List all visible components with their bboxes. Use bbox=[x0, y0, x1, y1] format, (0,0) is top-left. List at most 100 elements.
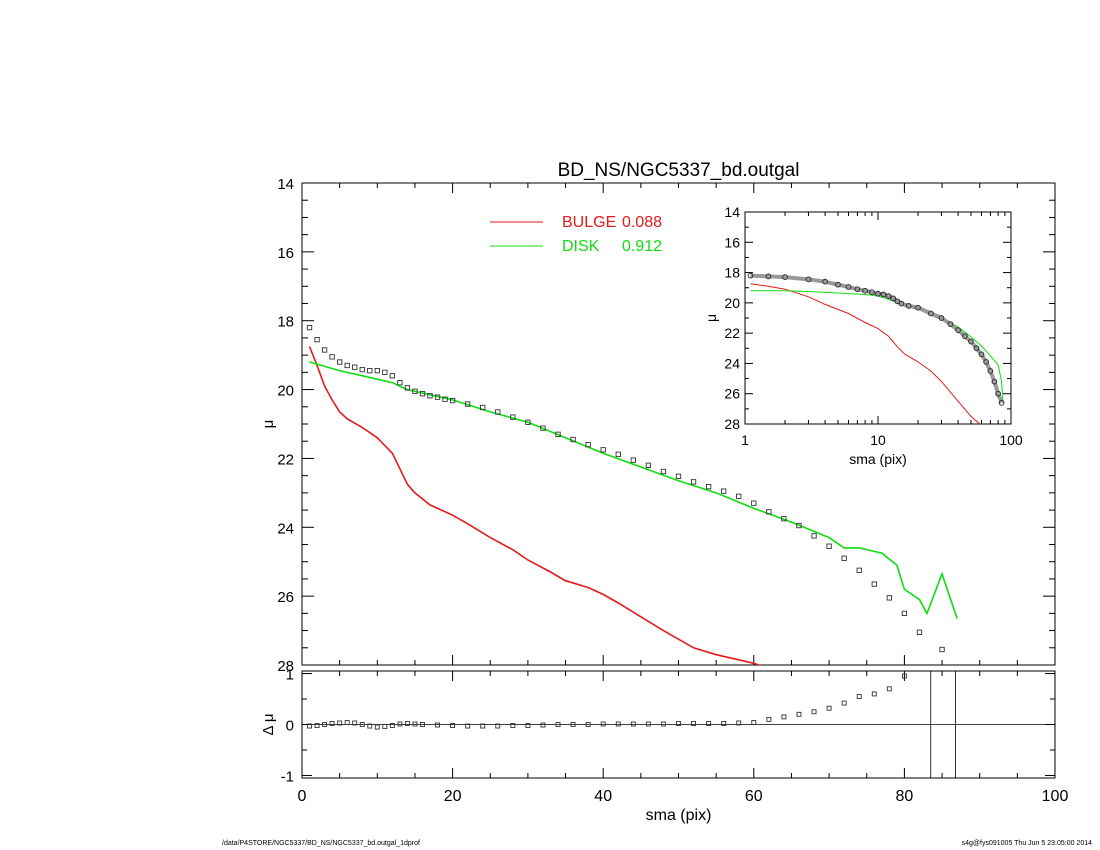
res-data-point bbox=[691, 721, 697, 726]
inset-ytick-label: 14 bbox=[724, 204, 740, 220]
inset-data-point bbox=[898, 300, 905, 307]
res-data-point bbox=[314, 723, 320, 728]
main-data-point bbox=[886, 595, 892, 601]
main-data-point bbox=[705, 484, 712, 490]
res-data-point bbox=[344, 720, 350, 725]
inset-plot-frame bbox=[744, 211, 1012, 425]
main-data-point bbox=[766, 509, 772, 515]
res-data-point bbox=[450, 723, 456, 728]
main-data-point bbox=[841, 555, 847, 561]
main-data-point bbox=[901, 610, 908, 617]
inset-series-bulge-line bbox=[750, 283, 981, 424]
main-ytick-label: 20 bbox=[277, 383, 294, 400]
main-data-point bbox=[465, 401, 471, 407]
res-data-point bbox=[404, 721, 410, 726]
res-xtick-label: 60 bbox=[745, 788, 763, 805]
main-ytick-label: 24 bbox=[277, 520, 294, 537]
legend-label-disk: DISK bbox=[562, 238, 600, 255]
inset-data-point bbox=[928, 310, 934, 317]
inset-data-point bbox=[905, 303, 912, 309]
res-data-point bbox=[630, 721, 636, 727]
main-data-point bbox=[329, 354, 335, 360]
inset-data-point bbox=[955, 327, 961, 333]
inset-data-point bbox=[962, 333, 968, 340]
main-data-point bbox=[510, 414, 516, 420]
res-data-point bbox=[307, 723, 312, 729]
main-data-point bbox=[525, 419, 531, 425]
main-data-point bbox=[314, 337, 320, 343]
main-data-point bbox=[344, 362, 350, 369]
res-data-point bbox=[510, 723, 516, 728]
main-data-point bbox=[916, 629, 923, 635]
main-data-point bbox=[427, 393, 433, 399]
main-data-point bbox=[412, 388, 418, 394]
inset-ytick-label: 26 bbox=[724, 386, 740, 402]
main-data-point bbox=[540, 425, 546, 431]
inset-data-point bbox=[835, 281, 841, 288]
res-data-point bbox=[382, 724, 388, 729]
main-data-point bbox=[751, 500, 757, 506]
inset-data-point bbox=[995, 390, 1001, 397]
res-data-point bbox=[495, 723, 501, 729]
inset-data-point bbox=[862, 287, 868, 294]
main-data-point bbox=[690, 479, 697, 485]
inset-data-point bbox=[978, 351, 985, 358]
main-data-point bbox=[555, 431, 561, 437]
res-data-point bbox=[766, 716, 772, 722]
main-data-point bbox=[660, 468, 667, 475]
inset-data-point bbox=[998, 399, 1005, 406]
main-data-point bbox=[495, 409, 501, 415]
inset-data-point bbox=[947, 321, 954, 327]
main-data-point bbox=[721, 488, 727, 494]
inset-data-point bbox=[845, 284, 852, 290]
res-data-point bbox=[329, 721, 335, 726]
main-data-point bbox=[374, 367, 380, 374]
main-ytick-label: 18 bbox=[277, 314, 294, 331]
main-data-point bbox=[856, 567, 862, 573]
res-data-point bbox=[374, 724, 380, 730]
res-data-point bbox=[480, 723, 486, 729]
res-data-point bbox=[660, 721, 666, 727]
res-data-point bbox=[751, 720, 757, 725]
inset-data-point bbox=[938, 315, 945, 321]
inset-data-point bbox=[765, 273, 772, 280]
main-data-point bbox=[675, 473, 682, 479]
main-data-point bbox=[615, 451, 621, 457]
res-data-point bbox=[367, 723, 373, 729]
inset-x-axis-label: sma (pix) bbox=[849, 451, 907, 467]
res-data-point bbox=[525, 723, 531, 728]
res-data-point bbox=[435, 722, 440, 728]
main-data-point bbox=[939, 646, 945, 653]
res-ytick-label: -1 bbox=[281, 768, 294, 785]
res-data-point bbox=[397, 721, 403, 727]
res-data-point bbox=[886, 686, 892, 692]
res-data-point bbox=[555, 722, 561, 727]
main-data-point bbox=[352, 364, 358, 370]
inset-data-point bbox=[782, 274, 788, 280]
inset-data-point bbox=[968, 338, 974, 345]
inset-ytick-label: 16 bbox=[724, 234, 740, 250]
res-xtick-label: 80 bbox=[896, 788, 914, 805]
main-data-point bbox=[367, 367, 373, 374]
inset-plot-area bbox=[747, 272, 1005, 424]
main-data-point bbox=[397, 380, 403, 386]
inset-xtick-label: 10 bbox=[870, 432, 886, 448]
legend-value-disk: 0.912 bbox=[622, 238, 662, 255]
inset-data-point bbox=[987, 368, 994, 374]
res-data-point bbox=[420, 722, 425, 727]
main-data-point bbox=[871, 581, 877, 587]
inset-data-point bbox=[805, 276, 812, 283]
res-data-point bbox=[676, 721, 681, 726]
main-plot-area bbox=[306, 324, 958, 665]
inset-xtick-label: 1 bbox=[741, 432, 749, 448]
res-data-point bbox=[796, 711, 802, 717]
res-data-point bbox=[322, 722, 328, 727]
footer-file-path: /data/P4STORE/NGC5337/BD_NS/NGC5337_bd.o… bbox=[222, 840, 420, 847]
main-data-point bbox=[600, 447, 606, 453]
inset-data-point bbox=[875, 290, 881, 297]
inset-data-point bbox=[991, 378, 998, 385]
main-data-point bbox=[630, 457, 636, 463]
main-data-point bbox=[781, 516, 787, 522]
main-data-point bbox=[337, 359, 343, 365]
inset-data-point bbox=[822, 278, 828, 285]
